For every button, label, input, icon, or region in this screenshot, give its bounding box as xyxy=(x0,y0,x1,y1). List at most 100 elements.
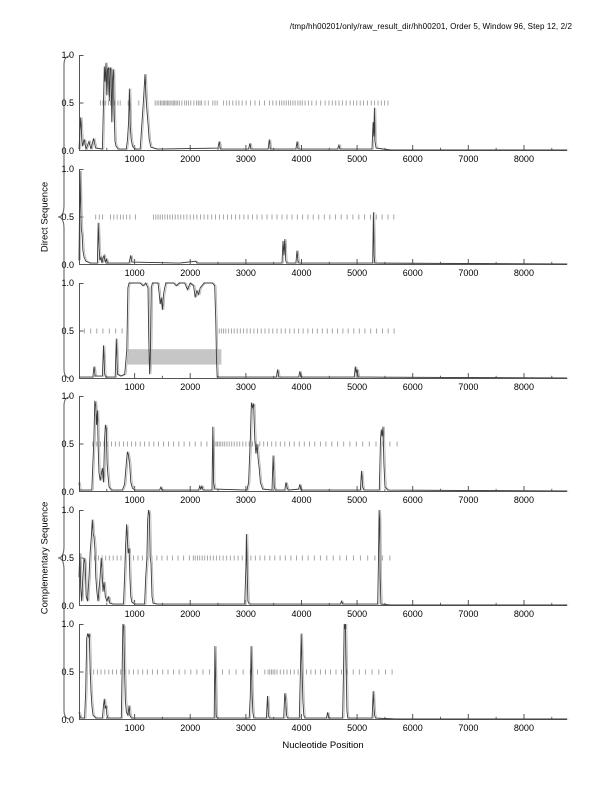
curve-complementary-2 xyxy=(78,509,567,606)
x-tick-label: 8000 xyxy=(513,609,534,619)
x-tick-label: 6000 xyxy=(402,382,423,392)
x-tick-label: 8000 xyxy=(513,495,534,505)
y-tick-label: 0.5 xyxy=(61,212,74,222)
y-tick-label: 0.0 xyxy=(61,715,74,725)
y-axis xyxy=(79,396,84,492)
x-tick-label: 8000 xyxy=(513,268,534,278)
x-tick-label: 4000 xyxy=(291,268,312,278)
half-level-ticks xyxy=(95,214,395,220)
x-tick-label: 2000 xyxy=(180,154,201,164)
y-axis xyxy=(79,283,84,379)
x-tick-label: 3000 xyxy=(235,268,256,278)
direct-group-brace xyxy=(57,55,71,379)
y-tick-label: 0.5 xyxy=(61,326,74,336)
x-tick-label: 3000 xyxy=(235,495,256,505)
x-tick-label: 1000 xyxy=(124,382,145,392)
x-axis-label: Nucleotide Position xyxy=(282,740,364,751)
x-axis xyxy=(79,714,567,720)
y-tick-label: 0.5 xyxy=(61,439,74,449)
curve-direct-3 xyxy=(79,282,568,379)
panel-direct-3: 0.0 0.5 1.0 1000 2000 3000 4000 5000 6000 7000 800… xyxy=(0,278,612,397)
x-tick-label: 3000 xyxy=(235,723,256,733)
x-tick-label: 3000 xyxy=(235,382,256,392)
y-tick-label: 0.5 xyxy=(61,553,74,563)
y-tick-label: 1.0 xyxy=(61,164,74,174)
y-tick-label: 0.0 xyxy=(61,487,74,497)
x-tick-label: 8000 xyxy=(513,382,534,392)
curve-direct-1 xyxy=(78,62,567,151)
panel-direct-1: 0.0 0.5 1.0 1000 2000 3000 4000 5000 6000 7000 800… xyxy=(0,50,612,169)
x-tick-label: 3000 xyxy=(235,609,256,619)
half-level-ticks xyxy=(92,441,398,447)
y-tick-label: 0.0 xyxy=(61,601,74,611)
curve-direct-2 xyxy=(78,170,568,265)
x-tick-label: 5000 xyxy=(347,495,368,505)
plot-area-direct-1 xyxy=(78,55,569,151)
half-level-ticks xyxy=(89,669,393,675)
x-tick-label: 1000 xyxy=(124,154,145,164)
x-tick-label: 7000 xyxy=(458,495,479,505)
panel-complementary-3: 0.0 0.5 1.0 1000 2000 3000 4000 5000 6000 7000 800… xyxy=(0,619,612,738)
y-tick-label: 1.0 xyxy=(61,391,74,401)
x-tick-label: 4000 xyxy=(291,382,312,392)
x-tick-label: 5000 xyxy=(347,268,368,278)
y-tick-label: 0.0 xyxy=(61,374,74,384)
y-tick-label: 0.0 xyxy=(61,146,74,156)
curve-complementary-3 xyxy=(78,623,567,720)
x-tick-label: 1000 xyxy=(124,723,145,733)
x-tick-label: 6000 xyxy=(402,268,423,278)
plot-area-complementary-1 xyxy=(78,396,569,492)
panel-direct-2: 0.0 0.5 1.0 1000 2000 3000 4000 5000 6000 7000 800… xyxy=(0,164,612,283)
x-tick-label: 5000 xyxy=(347,723,368,733)
half-level-ticks xyxy=(94,555,391,561)
y-tick-label: 1.0 xyxy=(61,505,74,515)
x-tick-label: 6000 xyxy=(402,723,423,733)
x-tick-label: 1000 xyxy=(124,495,145,505)
x-tick-label: 7000 xyxy=(458,723,479,733)
panel-complementary-1: 0.0 0.5 1.0 1000 2000 3000 4000 5000 6000 7000 800… xyxy=(0,391,612,510)
predicted-region-bar xyxy=(127,349,222,365)
plot-area-complementary-2 xyxy=(78,509,569,606)
x-tick-label: 8000 xyxy=(513,723,534,733)
x-tick-label: 2000 xyxy=(180,723,201,733)
x-tick-label: 4000 xyxy=(291,723,312,733)
x-tick-label: 1000 xyxy=(124,609,145,619)
x-tick-label: 6000 xyxy=(402,495,423,505)
x-tick-label: 7000 xyxy=(458,154,479,164)
y-tick-label: 0.5 xyxy=(61,98,74,108)
x-tick-label: 2000 xyxy=(180,382,201,392)
y-tick-label: 1.0 xyxy=(61,50,74,60)
plot-area-complementary-3 xyxy=(78,623,569,720)
x-tick-label: 7000 xyxy=(458,382,479,392)
x-tick-label: 6000 xyxy=(402,609,423,619)
y-tick-label: 1.0 xyxy=(61,619,74,629)
x-tick-label: 4000 xyxy=(291,154,312,164)
curve-echo-direct-3 xyxy=(80,282,569,379)
curve-echo-direct-1 xyxy=(80,62,569,151)
half-level-ticks xyxy=(83,328,395,334)
x-tick-label: 5000 xyxy=(347,154,368,164)
y-tick-label: 1.0 xyxy=(61,278,74,288)
plot-area-direct-2 xyxy=(78,169,569,265)
curve-echo-complementary-3 xyxy=(80,623,569,720)
x-tick-label: 6000 xyxy=(402,154,423,164)
complementary-group-brace xyxy=(57,396,71,720)
y-axis xyxy=(79,624,84,720)
curve-echo-complementary-2 xyxy=(80,509,569,606)
x-tick-label: 7000 xyxy=(458,268,479,278)
x-tick-label: 7000 xyxy=(458,609,479,619)
x-tick-label: 2000 xyxy=(180,609,201,619)
curve-complementary-1 xyxy=(78,400,568,492)
plot-title: /tmp/hh00201/only/raw_result_dir/hh00201… xyxy=(289,22,572,31)
x-tick-label: 3000 xyxy=(235,154,256,164)
y-tick-label: 0.5 xyxy=(61,667,74,677)
x-tick-label: 5000 xyxy=(347,609,368,619)
x-tick-label: 1000 xyxy=(124,268,145,278)
plot-area-direct-3 xyxy=(79,282,569,379)
x-tick-label: 8000 xyxy=(513,154,534,164)
x-tick-label: 5000 xyxy=(347,382,368,392)
y-tick-label: 0.0 xyxy=(61,260,74,270)
x-tick-label: 2000 xyxy=(180,495,201,505)
x-tick-label: 4000 xyxy=(291,495,312,505)
